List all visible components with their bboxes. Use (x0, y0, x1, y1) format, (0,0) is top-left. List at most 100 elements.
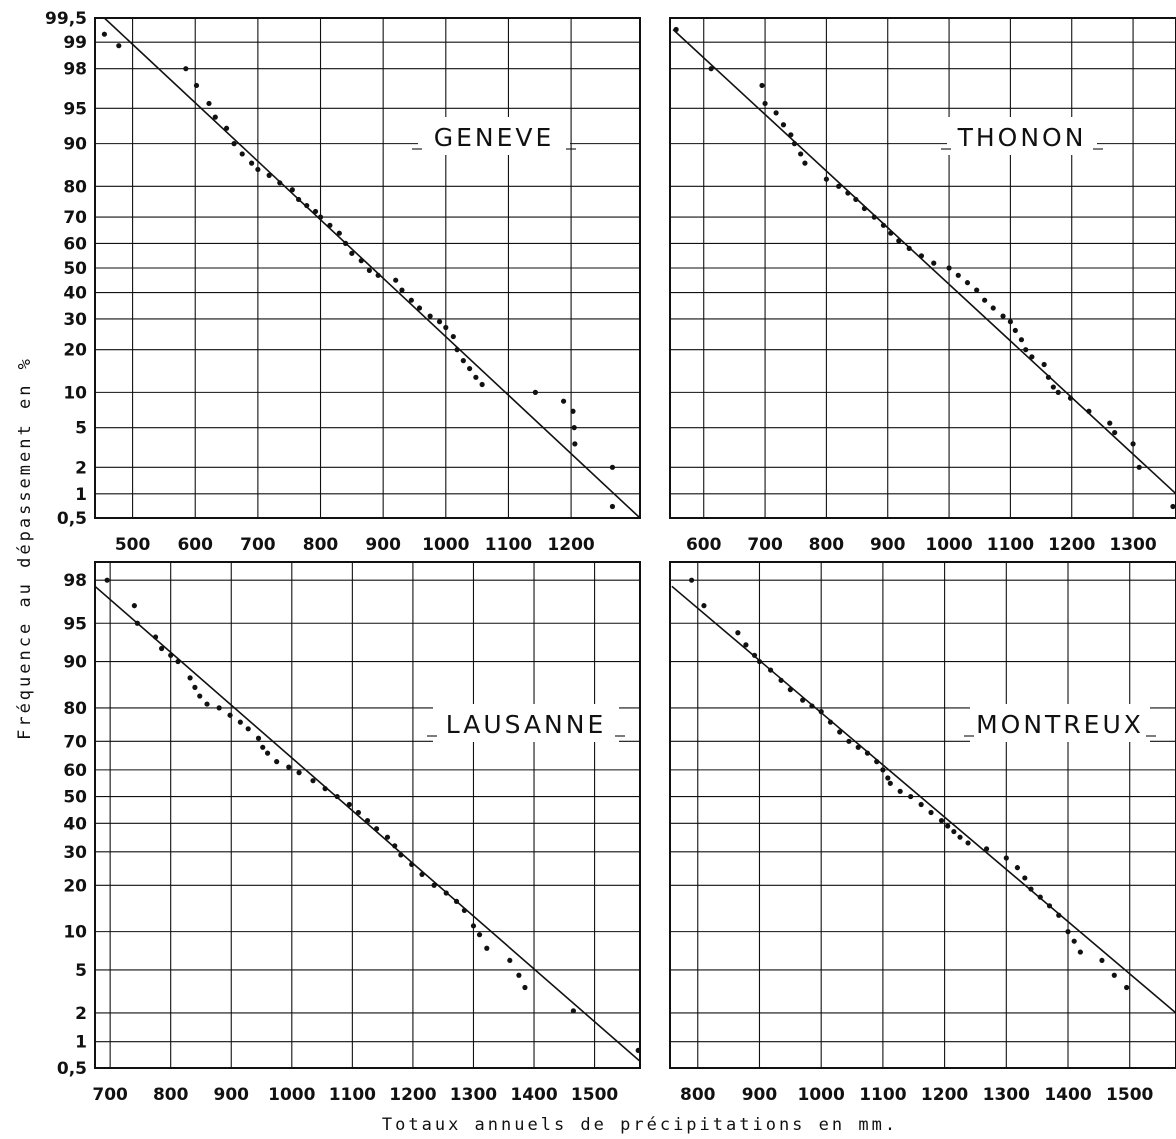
panel-thonon: 600 700 800 900 1000 1100 1200 1300 THONON (669, 17, 1176, 555)
data-point (216, 705, 222, 711)
data-point (1023, 347, 1029, 353)
y-tick-label: 60 (63, 761, 87, 781)
data-point (1111, 972, 1117, 978)
data-point (855, 744, 861, 750)
data-point (450, 333, 456, 340)
y-tick-label: 90 (63, 135, 87, 155)
data-point (767, 667, 774, 673)
x-tick-label: 900 (365, 535, 401, 555)
data-point (507, 957, 513, 964)
y-tick-label: 40 (63, 814, 87, 834)
panel-lausanne: 700 800 900 1000 1100 1200 1300 1400 1500 0,5 1 2 5 1… (57, 561, 641, 1105)
x-tick-label: 1100 (859, 1085, 906, 1105)
data-point (791, 141, 798, 147)
data-point (918, 801, 924, 808)
data-point (289, 187, 295, 193)
y-tick-label: 5 (75, 419, 87, 439)
data-point (461, 907, 467, 914)
data-point (570, 408, 576, 414)
data-point (296, 770, 302, 776)
y-tick-label: 98 (63, 571, 87, 591)
data-point (570, 1008, 576, 1014)
y-tick-label: 99 (63, 33, 87, 53)
data-point (735, 630, 741, 636)
y-tick-label: 40 (63, 284, 87, 304)
data-point (1067, 395, 1074, 401)
data-point (1130, 441, 1136, 447)
data-point (880, 222, 887, 228)
data-point (1086, 408, 1092, 414)
data-point (1041, 361, 1047, 368)
data-point (809, 703, 815, 709)
data-point (874, 759, 880, 765)
data-point (571, 425, 577, 431)
data-point (277, 180, 283, 186)
data-point (1012, 327, 1018, 334)
y-tick-label: 10 (63, 383, 87, 403)
data-point (516, 972, 522, 978)
data-point (1071, 938, 1077, 944)
y-tick-label: 98 (63, 60, 87, 80)
y-tick-label: 95 (63, 614, 87, 634)
data-point (871, 214, 877, 220)
data-point (827, 719, 834, 725)
data-point (780, 122, 787, 128)
data-point (116, 43, 122, 49)
y-tick-label: 80 (63, 699, 87, 719)
title-background (418, 117, 570, 155)
data-point (522, 984, 528, 991)
data-point (398, 852, 404, 858)
data-point (946, 265, 952, 271)
data-point (266, 172, 272, 178)
data-point (453, 898, 460, 904)
panel-geneve: 500 600 700 800 900 1000 1100 1200 0,5 1 2 5 10 20 30 4… (45, 9, 641, 555)
data-point (473, 374, 479, 380)
data-point (431, 882, 437, 888)
data-point (818, 709, 824, 715)
y-tick-label: 80 (63, 177, 87, 197)
data-point (168, 652, 174, 658)
data-point (1099, 957, 1105, 964)
x-tick-label: 1000 (268, 1085, 315, 1105)
data-point (880, 767, 886, 773)
data-point (364, 817, 371, 824)
data-point (255, 166, 261, 173)
data-point (983, 846, 990, 852)
data-point (572, 441, 578, 447)
fit-line (103, 18, 640, 518)
data-point (159, 645, 165, 652)
data-point (990, 305, 996, 311)
data-point (701, 603, 707, 609)
data-point (295, 196, 302, 203)
data-point (887, 780, 893, 786)
data-point (945, 823, 951, 829)
data-point (1107, 420, 1113, 426)
data-point (134, 620, 140, 626)
data-point (1028, 886, 1034, 892)
data-point (823, 176, 830, 182)
y-tick-label: 99,5 (45, 9, 87, 29)
x-tick-label: 900 (214, 1085, 250, 1105)
data-point (532, 389, 538, 395)
data-point (955, 272, 961, 278)
data-point (759, 82, 765, 89)
x-tick-label: 1300 (1109, 535, 1156, 555)
y-tick-label: 70 (63, 732, 87, 752)
x-tick-label: 1000 (422, 535, 469, 555)
data-point (802, 160, 808, 166)
x-tick-label: 600 (686, 535, 722, 555)
data-point (187, 675, 193, 681)
data-point (419, 871, 425, 878)
data-point (310, 778, 316, 784)
data-point (965, 840, 971, 846)
data-point (1018, 337, 1025, 343)
data-point (443, 890, 449, 896)
y-tick-label: 50 (63, 788, 87, 808)
data-point (974, 287, 980, 293)
data-point (688, 577, 695, 583)
x-tick-label: 1400 (1044, 1085, 1091, 1105)
data-point (897, 788, 903, 794)
data-point (1007, 319, 1014, 325)
data-point (223, 125, 230, 131)
data-point (104, 577, 110, 583)
